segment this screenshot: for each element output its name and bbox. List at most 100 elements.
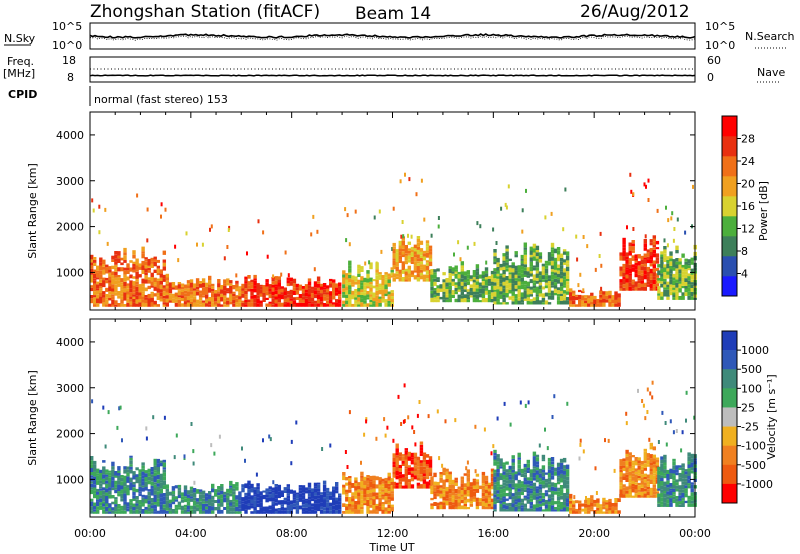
velocity-cell bbox=[652, 458, 657, 462]
velocity-cell bbox=[126, 506, 130, 509]
velocity-cell bbox=[165, 503, 170, 508]
power-cell bbox=[174, 299, 179, 303]
power-cell bbox=[102, 266, 106, 270]
velocity-cell bbox=[138, 483, 142, 487]
power-cell bbox=[168, 300, 173, 303]
power-cell bbox=[342, 294, 346, 298]
velocity-cell bbox=[390, 504, 394, 508]
power-cell bbox=[593, 304, 597, 307]
velocity-cell bbox=[582, 449, 585, 454]
power-cell bbox=[678, 277, 682, 282]
velocity-cell bbox=[410, 467, 415, 471]
power-cell bbox=[433, 297, 437, 300]
velocity-cell bbox=[132, 475, 136, 480]
power-cell bbox=[363, 295, 367, 301]
power-cell bbox=[135, 258, 139, 263]
power-cell bbox=[448, 289, 452, 294]
velocity-cell bbox=[628, 466, 632, 469]
velocity-cell bbox=[475, 497, 480, 502]
velocity-cell bbox=[156, 463, 161, 467]
power-cell bbox=[114, 300, 118, 305]
power-cell bbox=[502, 295, 506, 298]
velocity-cell bbox=[321, 447, 324, 451]
power-cell bbox=[129, 304, 133, 307]
power-cell bbox=[640, 287, 645, 291]
velocity-cell bbox=[369, 475, 373, 480]
velocity-cell bbox=[649, 479, 654, 484]
velocity-cell bbox=[496, 457, 500, 462]
power-cell bbox=[631, 279, 635, 282]
power-cell bbox=[366, 303, 370, 307]
power-cell bbox=[499, 286, 503, 292]
velocity-cell bbox=[628, 471, 632, 476]
power-cell bbox=[657, 264, 661, 268]
power-cell bbox=[517, 285, 521, 290]
power-cell bbox=[332, 282, 336, 287]
power-cell bbox=[553, 257, 558, 262]
power-cell bbox=[422, 267, 427, 272]
power-cell bbox=[572, 296, 576, 301]
velocity-cell bbox=[360, 494, 364, 500]
power-cell bbox=[168, 295, 173, 298]
velocity-cell bbox=[156, 479, 161, 484]
power-cell bbox=[360, 289, 364, 293]
power-cell bbox=[419, 272, 424, 276]
power-cell bbox=[369, 262, 373, 266]
power-cell bbox=[325, 300, 330, 305]
power-cell bbox=[628, 275, 632, 279]
velocity-cell bbox=[526, 480, 531, 485]
power-cell bbox=[147, 279, 151, 284]
velocity-cell bbox=[511, 475, 515, 480]
velocity-cell bbox=[150, 502, 154, 506]
power-cell bbox=[575, 296, 579, 301]
power-cell bbox=[304, 284, 309, 288]
velocity-cell bbox=[565, 502, 570, 507]
velocity-cell bbox=[511, 507, 515, 512]
velocity-cell bbox=[375, 503, 379, 506]
power-cell bbox=[487, 276, 492, 279]
power-cell bbox=[363, 292, 367, 296]
power-cell bbox=[481, 288, 486, 294]
power-cell bbox=[189, 294, 194, 299]
velocity-cell bbox=[375, 436, 378, 441]
power-cell bbox=[335, 292, 339, 296]
power-cell bbox=[232, 291, 236, 294]
power-cell bbox=[529, 246, 534, 251]
velocity-cell bbox=[108, 494, 112, 499]
velocity-cell bbox=[481, 492, 486, 497]
velocity-cell bbox=[454, 493, 458, 496]
power-cell bbox=[478, 300, 483, 303]
power-cell bbox=[329, 299, 333, 304]
power-cell bbox=[634, 286, 638, 291]
velocity-cell bbox=[381, 491, 385, 495]
velocity-cell bbox=[357, 500, 361, 505]
velocity-cell bbox=[526, 470, 531, 473]
power-cell bbox=[469, 295, 474, 298]
velocity-cell bbox=[262, 438, 264, 443]
power-cell bbox=[493, 299, 497, 302]
power-cell bbox=[457, 298, 461, 303]
power-cell bbox=[451, 273, 455, 276]
velocity-cell bbox=[441, 463, 444, 468]
power-cell bbox=[529, 279, 534, 284]
velocity-cell bbox=[93, 509, 97, 512]
velocity-cell bbox=[277, 491, 282, 496]
power-cell bbox=[644, 234, 647, 239]
power-cell bbox=[108, 280, 112, 283]
power-cell bbox=[475, 284, 480, 289]
velocity-cell bbox=[114, 499, 118, 505]
velocity-cell bbox=[478, 485, 483, 490]
power-cell bbox=[271, 302, 275, 305]
power-cell bbox=[657, 295, 661, 300]
velocity-cell bbox=[90, 456, 94, 461]
power-cell bbox=[608, 302, 612, 307]
velocity-cell bbox=[463, 490, 468, 495]
time-tick-label: 20:00 bbox=[578, 527, 610, 540]
velocity-cell bbox=[153, 484, 157, 488]
power-cell bbox=[529, 294, 534, 297]
velocity-cell bbox=[681, 463, 685, 468]
velocity-cell bbox=[499, 461, 503, 467]
velocity-cell bbox=[99, 505, 103, 510]
power-cell bbox=[454, 273, 458, 279]
power-cell bbox=[357, 279, 361, 285]
